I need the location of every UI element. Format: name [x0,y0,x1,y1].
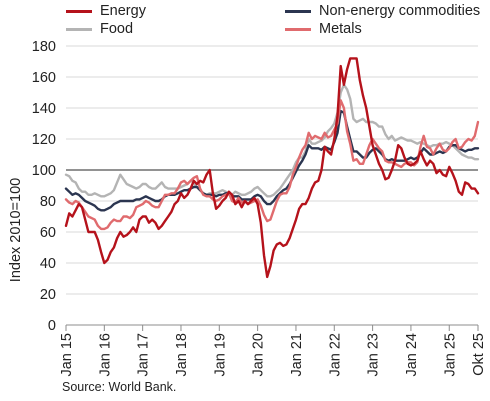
x-tick-label: Jan 23 [366,333,382,377]
y-tick-label: 100 [32,163,56,179]
legend-item-metals: Metals [285,21,362,38]
y-tick-label: 20 [40,287,56,303]
y-tick-label: 120 [32,132,56,148]
x-tick-label: Okt 25 [471,333,487,376]
y-tick-label: 80 [40,194,56,210]
y-tick-label: 160 [32,70,56,86]
series-line-food [64,83,480,198]
legend-swatch-non-energy [285,10,311,13]
x-tick-label: Jan 18 [174,333,190,377]
legend-label-non-energy: Non-energy commodities [319,3,481,19]
series-lines [64,57,480,279]
series-line-non-energy-commodities [64,109,480,212]
x-tick-label: Jan 17 [136,333,152,377]
x-tick-label: Jan 22 [327,333,343,377]
x-tick-label: Jan 19 [212,333,228,377]
source-note: Source: World Bank. [62,380,177,394]
legend-label-energy: Energy [100,3,146,19]
legend-swatch-metals [285,28,311,31]
x-tick-label: Jan 24 [404,333,420,377]
legend-label-food: Food [100,21,134,37]
legend-item-energy: Energy [66,3,146,20]
x-tick-label: Jan 15 [59,333,75,377]
x-tick-label: Jan 25 [442,333,458,377]
y-axis-label: Index 2010=100 [8,178,24,282]
y-tick-label: 140 [32,101,56,117]
y-tick-label: 40 [40,256,56,272]
x-tick-label: Jan 16 [97,333,113,377]
y-tick-label: 180 [32,39,56,55]
legend-item-non-energy: Non-energy commodities [285,3,480,20]
y-tick-label: 60 [40,225,56,241]
axes: 0 20 40 60 80 100 120 140 160 180 Jan 15 Jan 16 Jan … [32,39,487,377]
series-line-energy [64,57,480,279]
y-tick-label: 0 [48,318,56,334]
legend-swatch-food [66,28,92,31]
legend-swatch-energy [66,10,92,13]
series-line-metals [64,99,480,231]
legend-label-metals: Metals [319,21,362,37]
x-tick-label: Jan 21 [289,333,305,377]
legend-item-food: Food [66,21,133,38]
x-tick-label: Jan 20 [251,333,267,377]
